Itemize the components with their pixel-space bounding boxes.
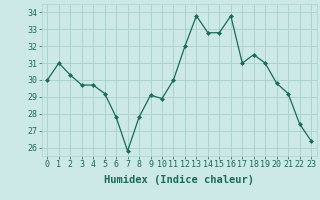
X-axis label: Humidex (Indice chaleur): Humidex (Indice chaleur) bbox=[104, 175, 254, 185]
